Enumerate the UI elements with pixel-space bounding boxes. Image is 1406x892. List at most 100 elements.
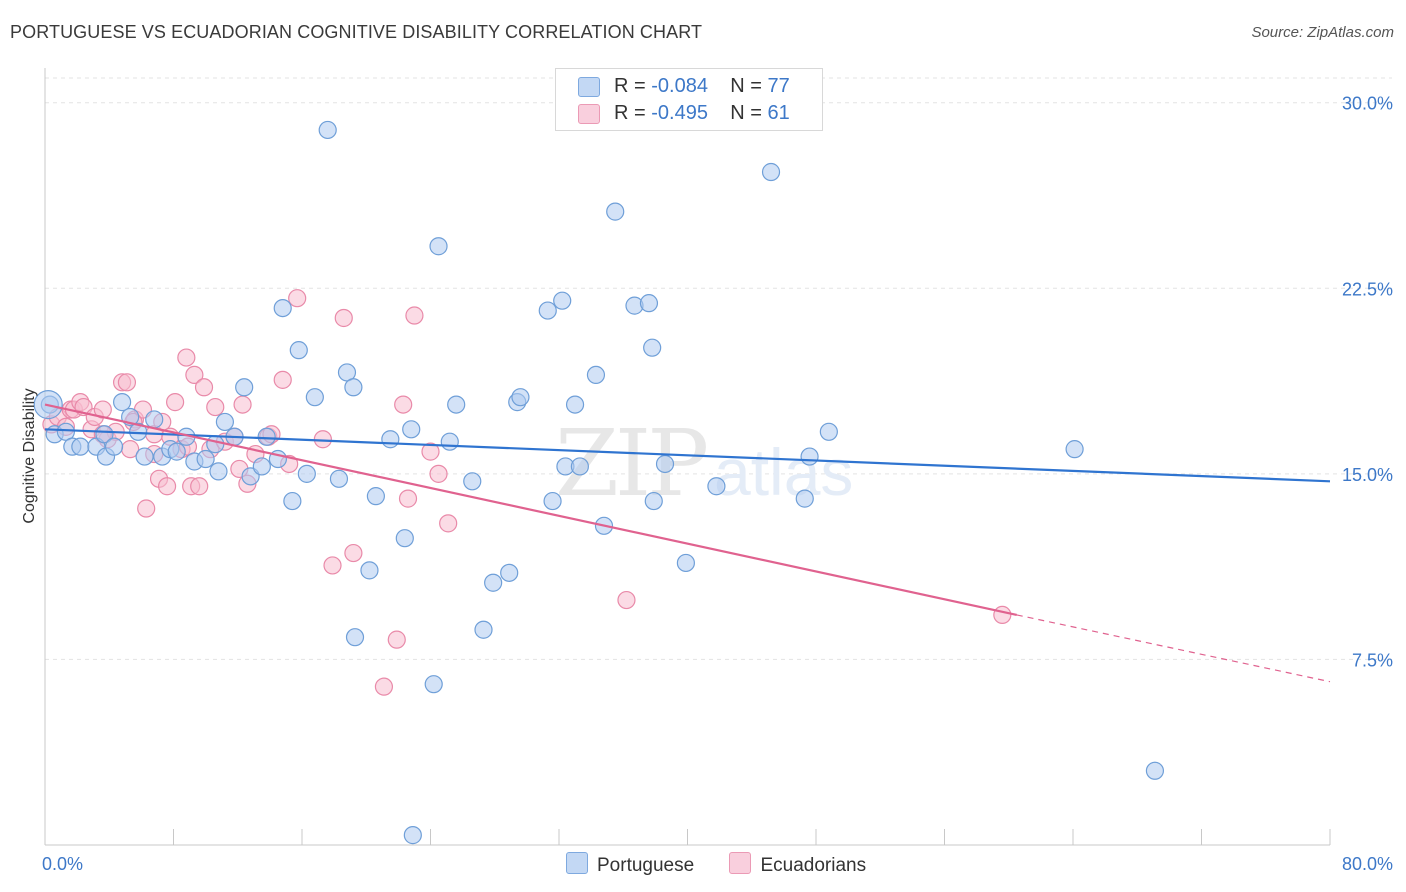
portuguese-swatch (566, 852, 588, 874)
ecuadorian-point (334, 308, 353, 328)
portuguese-point (639, 294, 659, 313)
ecuadorian-point (439, 514, 458, 533)
portuguese-point (273, 299, 292, 318)
svg-text:atlas: atlas (714, 435, 853, 509)
portuguese-point (395, 529, 414, 548)
portuguese-point (1145, 761, 1165, 780)
legend-n-label: N = (730, 102, 762, 124)
portuguese-point (440, 432, 459, 451)
ecuadorian-point (323, 556, 342, 575)
portuguese-point (538, 301, 557, 320)
trend-layer (44, 403, 1331, 683)
portuguese-point (707, 477, 726, 496)
y-tick-label: 7.5% (1352, 650, 1393, 670)
portuguese-point (447, 395, 466, 414)
ecuadorians-swatch (729, 852, 752, 874)
legend-n-value: 77 (767, 75, 790, 97)
portuguese-point (676, 553, 695, 573)
portuguese-point (329, 469, 349, 488)
portuguese-point (344, 378, 363, 397)
ecuadorian-point (177, 348, 196, 367)
portuguese-swatch (578, 76, 600, 97)
portuguese-point (196, 449, 215, 469)
chart-title: PORTUGUESE VS ECUADORIAN COGNITIVE DISAB… (10, 22, 703, 42)
portuguese-point (257, 427, 276, 446)
ecuadorian-point (344, 543, 363, 563)
portuguese-point (586, 365, 606, 385)
portuguese-point (474, 620, 493, 639)
portuguese-point (606, 202, 625, 221)
portuguese-point (289, 341, 308, 360)
ecuadorian-point (374, 677, 394, 696)
ecuadorian-point (137, 499, 156, 518)
legend-r-value: -0.495 (651, 102, 708, 124)
ecuadorian-trend-line (44, 403, 1018, 616)
portuguese-trend-line (44, 428, 1331, 483)
portuguese-point (366, 487, 385, 506)
ecuadorian-point (993, 605, 1012, 625)
portuguese-point (565, 395, 585, 414)
y-axis-label: Cognitive Disability (21, 388, 38, 523)
portuguese-point (112, 393, 132, 412)
ecuadorian-point (157, 477, 177, 496)
portuguese-point (484, 573, 503, 592)
ecuadorian-point (405, 306, 424, 325)
ecuadorian-point (185, 365, 204, 385)
portuguese-point (570, 457, 589, 476)
portuguese-point (402, 420, 421, 439)
axis-layer (44, 68, 1331, 846)
ecuadorian-point (273, 370, 292, 389)
portuguese-point (215, 412, 234, 432)
ecuadorian-point (398, 489, 418, 508)
ecuadorian-point (206, 397, 225, 417)
ecuadorian-point (117, 373, 137, 392)
legend-n-value: 61 (767, 102, 790, 124)
portuguese-point (644, 491, 663, 511)
stats-legend: R = -0.084 N = 77 R = -0.495 N = 61 (555, 68, 823, 131)
portuguese-point (135, 447, 154, 466)
legend-r-value: -0.084 (651, 75, 708, 97)
portuguese-point (381, 430, 400, 449)
series-legend: Portuguese Ecuadorians (566, 852, 896, 877)
legend-label-ecuadorians: Ecuadorians (760, 855, 867, 876)
ecuadorian-point (421, 442, 440, 461)
y-tick-label: 15.0% (1342, 465, 1393, 485)
ecuadorian-point (190, 477, 209, 496)
ecuadorian-point (166, 393, 185, 412)
portuguese-point (500, 563, 519, 582)
ecuadorian-point (394, 395, 413, 414)
portuguese-point (643, 338, 662, 357)
x-tick-label: 80.0% (1342, 854, 1393, 874)
portuguese-point (209, 462, 228, 481)
ecuadorian-point (617, 590, 636, 610)
legend-item-portuguese[interactable]: Portuguese (566, 852, 694, 877)
portuguese-point (104, 437, 124, 456)
portuguese-point (429, 237, 448, 256)
portuguese-point (403, 826, 422, 845)
portuguese-point (511, 388, 530, 407)
portuguese-point (283, 491, 302, 511)
portuguese-point (345, 628, 365, 647)
portuguese-point (252, 457, 271, 476)
y-tick-label: 30.0% (1342, 94, 1393, 114)
portuguese-point (819, 422, 838, 441)
legend-row-portuguese: R = -0.084 N = 77 (578, 75, 790, 101)
grid-layer (45, 77, 1392, 660)
source-label: Source: ZipAtlas.com (1251, 24, 1394, 41)
ecuadorian-point (429, 464, 448, 483)
portuguese-point (795, 489, 814, 508)
portuguese-point (553, 291, 572, 310)
portuguese-point (360, 561, 379, 580)
y-tick-label: 22.5% (1342, 279, 1393, 299)
legend-item-ecuadorians[interactable]: Ecuadorians (729, 852, 866, 877)
portuguese-point (655, 454, 675, 474)
portuguese-point (424, 675, 443, 694)
portuguese-point (71, 437, 90, 456)
portuguese-point (800, 447, 819, 466)
portuguese-point (305, 388, 324, 407)
portuguese-point (318, 120, 337, 140)
portuguese-point (463, 472, 482, 491)
x-tick-label: 0.0% (42, 854, 83, 874)
ecuadorian-trend-extension (1016, 614, 1331, 683)
